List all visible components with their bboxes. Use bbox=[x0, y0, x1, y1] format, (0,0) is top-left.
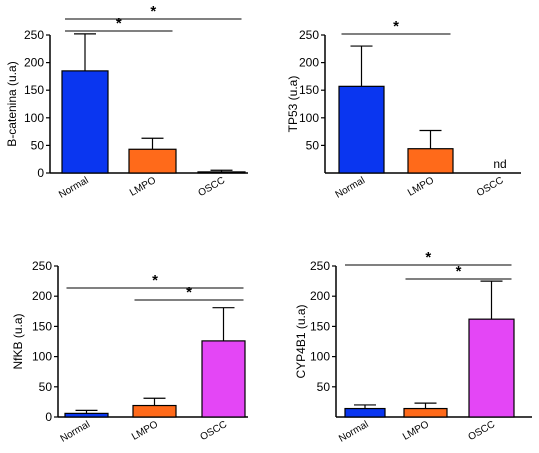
x-tick-label-normal: Normal bbox=[334, 175, 367, 201]
bar-normal bbox=[344, 407, 386, 418]
significance-star: * bbox=[186, 284, 192, 301]
significance-star: * bbox=[150, 3, 156, 20]
significance-star: * bbox=[152, 272, 158, 289]
x-tick-label-oscc: OSCC bbox=[196, 175, 227, 199]
significance-star: * bbox=[116, 15, 122, 32]
x-tick-label-lmpo: LMPO bbox=[130, 419, 160, 443]
y-axis-label: NfKB (u.a) bbox=[11, 313, 25, 369]
y-tick-label: 50 bbox=[31, 138, 45, 152]
x-tick-label-oscc: OSCC bbox=[466, 419, 497, 443]
significance-star: * bbox=[456, 263, 462, 280]
x-tick-label-normal: Normal bbox=[57, 175, 90, 201]
bar-normal bbox=[64, 412, 109, 418]
y-tick-label: 150 bbox=[299, 83, 319, 97]
x-tick-label-lmpo: LMPO bbox=[401, 419, 431, 443]
y-tick-label: 250 bbox=[310, 259, 330, 273]
y-tick-label: 200 bbox=[24, 56, 44, 70]
y-tick-label: 150 bbox=[32, 319, 52, 333]
y-tick-label: 50 bbox=[39, 380, 53, 394]
y-tick-label: 200 bbox=[32, 289, 52, 303]
x-tick-label-lmpo: LMPO bbox=[128, 175, 158, 199]
y-tick-label: 50 bbox=[317, 380, 331, 394]
bar-normal bbox=[61, 70, 109, 174]
y-tick-label: 100 bbox=[310, 350, 330, 364]
y-tick-label: 200 bbox=[299, 56, 319, 70]
y-tick-label: 150 bbox=[310, 319, 330, 333]
y-tick-label: 100 bbox=[299, 111, 319, 125]
chart-panel-b-catenina: 0 50 100 150 200 250 B-catenina (u.a) Normal LMP… bbox=[5, 3, 248, 201]
bar-oscc bbox=[197, 171, 246, 174]
bar-normal bbox=[338, 85, 385, 174]
y-tick-label: 150 bbox=[24, 83, 44, 97]
y-axis-label: B-catenina (u.a) bbox=[5, 61, 19, 146]
chart-panel-cyp4b1: 50 100 150 200 250 CYP4B1 (u.a) Normal LMPO OSCC… bbox=[294, 249, 532, 445]
y-tick-label: 200 bbox=[310, 289, 330, 303]
bar-oscc bbox=[468, 318, 515, 418]
x-tick-label-oscc: OSCC bbox=[198, 419, 229, 443]
y-tick-label: 0 bbox=[37, 166, 44, 180]
significance-star: * bbox=[425, 249, 431, 266]
bar-lmpo bbox=[132, 404, 177, 418]
chart-panel-tp53: 50 100 150 200 250 TP53 (u.a) Normal LMPO nd OSCC… bbox=[286, 18, 521, 201]
y-tick-label: 250 bbox=[299, 28, 319, 42]
x-tick-label-oscc: OSCC bbox=[475, 175, 506, 199]
chart-panel-nfkb: 0 50 100 150 200 250 NfKB (u.a) Normal LMPO OSCC *… bbox=[11, 259, 248, 445]
y-tick-label: 100 bbox=[32, 350, 52, 364]
y-tick-label: 50 bbox=[306, 138, 320, 152]
bar-lmpo bbox=[403, 407, 448, 418]
bar-oscc bbox=[201, 340, 246, 418]
x-tick-label-normal: Normal bbox=[59, 419, 92, 445]
y-axis-label: TP53 (u.a) bbox=[286, 76, 300, 133]
y-tick-label: 0 bbox=[45, 410, 52, 424]
bar-lmpo bbox=[407, 148, 454, 174]
bar-label-oscc: nd bbox=[493, 157, 506, 171]
x-tick-label-normal: Normal bbox=[337, 419, 370, 445]
bar-lmpo bbox=[128, 148, 177, 174]
y-tick-label: 250 bbox=[32, 259, 52, 273]
y-tick-label: 250 bbox=[24, 28, 44, 42]
significance-star: * bbox=[393, 18, 399, 35]
y-axis-label: CYP4B1 (u.a) bbox=[294, 304, 308, 378]
x-tick-label-lmpo: LMPO bbox=[406, 175, 436, 199]
y-tick-label: 100 bbox=[24, 111, 44, 125]
